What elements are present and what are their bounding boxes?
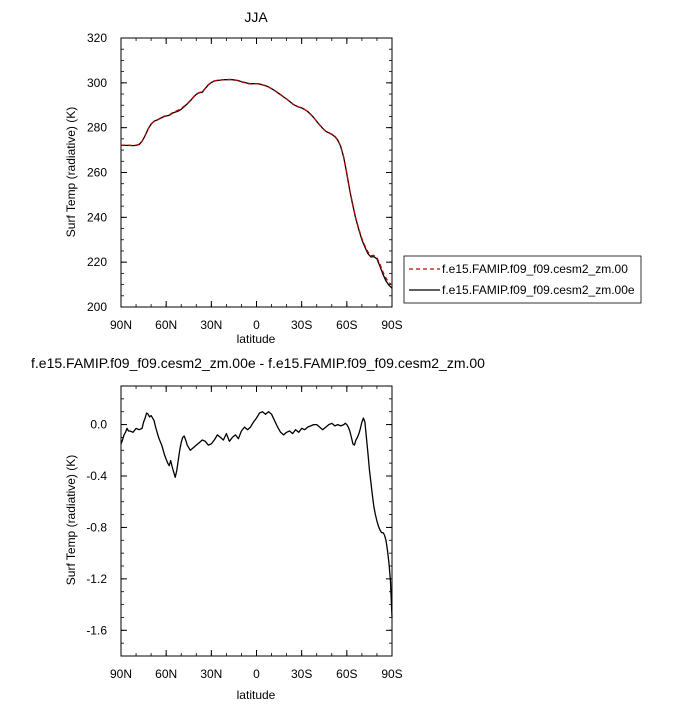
x-tick-label: 90N bbox=[110, 318, 132, 332]
y-tick-label: 300 bbox=[87, 76, 107, 90]
x-tick-label: 90S bbox=[381, 318, 402, 332]
x-tick-label: 90S bbox=[381, 667, 402, 681]
difference-chart: f.e15.FAMIP.f09_f09.cesm2_zm.00e - f.e15… bbox=[31, 355, 485, 702]
x-tick-label: 60N bbox=[155, 318, 177, 332]
x-tick-label: 60S bbox=[336, 667, 357, 681]
x-axis-label: latitude bbox=[237, 688, 276, 702]
y-axis-label: Surf Temp (radiative) (K) bbox=[64, 455, 78, 585]
plot-area-frame bbox=[120, 385, 393, 657]
chart-title: JJA bbox=[244, 9, 268, 25]
y-tick-label: -0.4 bbox=[86, 469, 107, 483]
x-tick-label: 60S bbox=[336, 318, 357, 332]
legend-label-00: f.e15.FAMIP.f09_f09.cesm2_zm.00 bbox=[442, 262, 628, 276]
y-axis: 200 220 240 260 280 300 320 bbox=[87, 31, 392, 314]
y-tick-label: 320 bbox=[87, 31, 107, 45]
temperature-chart: JJA 200 220 240 260 280 300 320 90N 60N 30N 0 30S 6… bbox=[64, 9, 642, 346]
x-tick-label: 30N bbox=[200, 318, 222, 332]
y-tick-label: -1.6 bbox=[86, 623, 107, 637]
y-axis-label: Surf Temp (radiative) (K) bbox=[64, 107, 78, 237]
y-tick-label: 200 bbox=[87, 300, 107, 314]
series-line-0 bbox=[120, 411, 393, 618]
y-tick-label: 0.0 bbox=[90, 418, 107, 432]
legend-label-00e: f.e15.FAMIP.f09_f09.cesm2_zm.00e bbox=[442, 283, 635, 297]
series-layer bbox=[121, 78, 393, 289]
legend: f.e15.FAMIP.f09_f09.cesm2_zm.00 f.e15.FA… bbox=[403, 255, 642, 304]
x-tick-label: 0 bbox=[253, 318, 260, 332]
x-axis-label: latitude bbox=[237, 332, 276, 346]
legend-box bbox=[403, 255, 642, 304]
y-tick-label: -0.8 bbox=[86, 520, 107, 534]
y-tick-label: 240 bbox=[87, 210, 107, 224]
y-tick-label: -1.2 bbox=[86, 572, 107, 586]
y-tick-label: 280 bbox=[87, 121, 107, 135]
series-line-1 bbox=[121, 78, 393, 289]
y-tick-label: 220 bbox=[87, 255, 107, 269]
x-axis: 90N 60N 30N 0 30S 60S 90S bbox=[110, 38, 403, 332]
series-line-0 bbox=[121, 78, 393, 286]
y-axis: -1.6 -1.2 -0.8 -0.4 0.0 bbox=[86, 385, 392, 657]
x-tick-label: 90N bbox=[110, 667, 132, 681]
y-tick-label: 260 bbox=[87, 166, 107, 180]
x-tick-label: 30S bbox=[291, 318, 312, 332]
x-axis: 90N 60N 30N 0 30S 60S 90S bbox=[110, 386, 403, 681]
series-layer bbox=[120, 411, 393, 618]
plot-area-frame bbox=[120, 37, 393, 308]
x-tick-label: 60N bbox=[155, 667, 177, 681]
chart-title: f.e15.FAMIP.f09_f09.cesm2_zm.00e - f.e15… bbox=[31, 355, 485, 371]
x-tick-label: 30N bbox=[200, 667, 222, 681]
x-tick-label: 30S bbox=[291, 667, 312, 681]
x-tick-label: 0 bbox=[253, 667, 260, 681]
